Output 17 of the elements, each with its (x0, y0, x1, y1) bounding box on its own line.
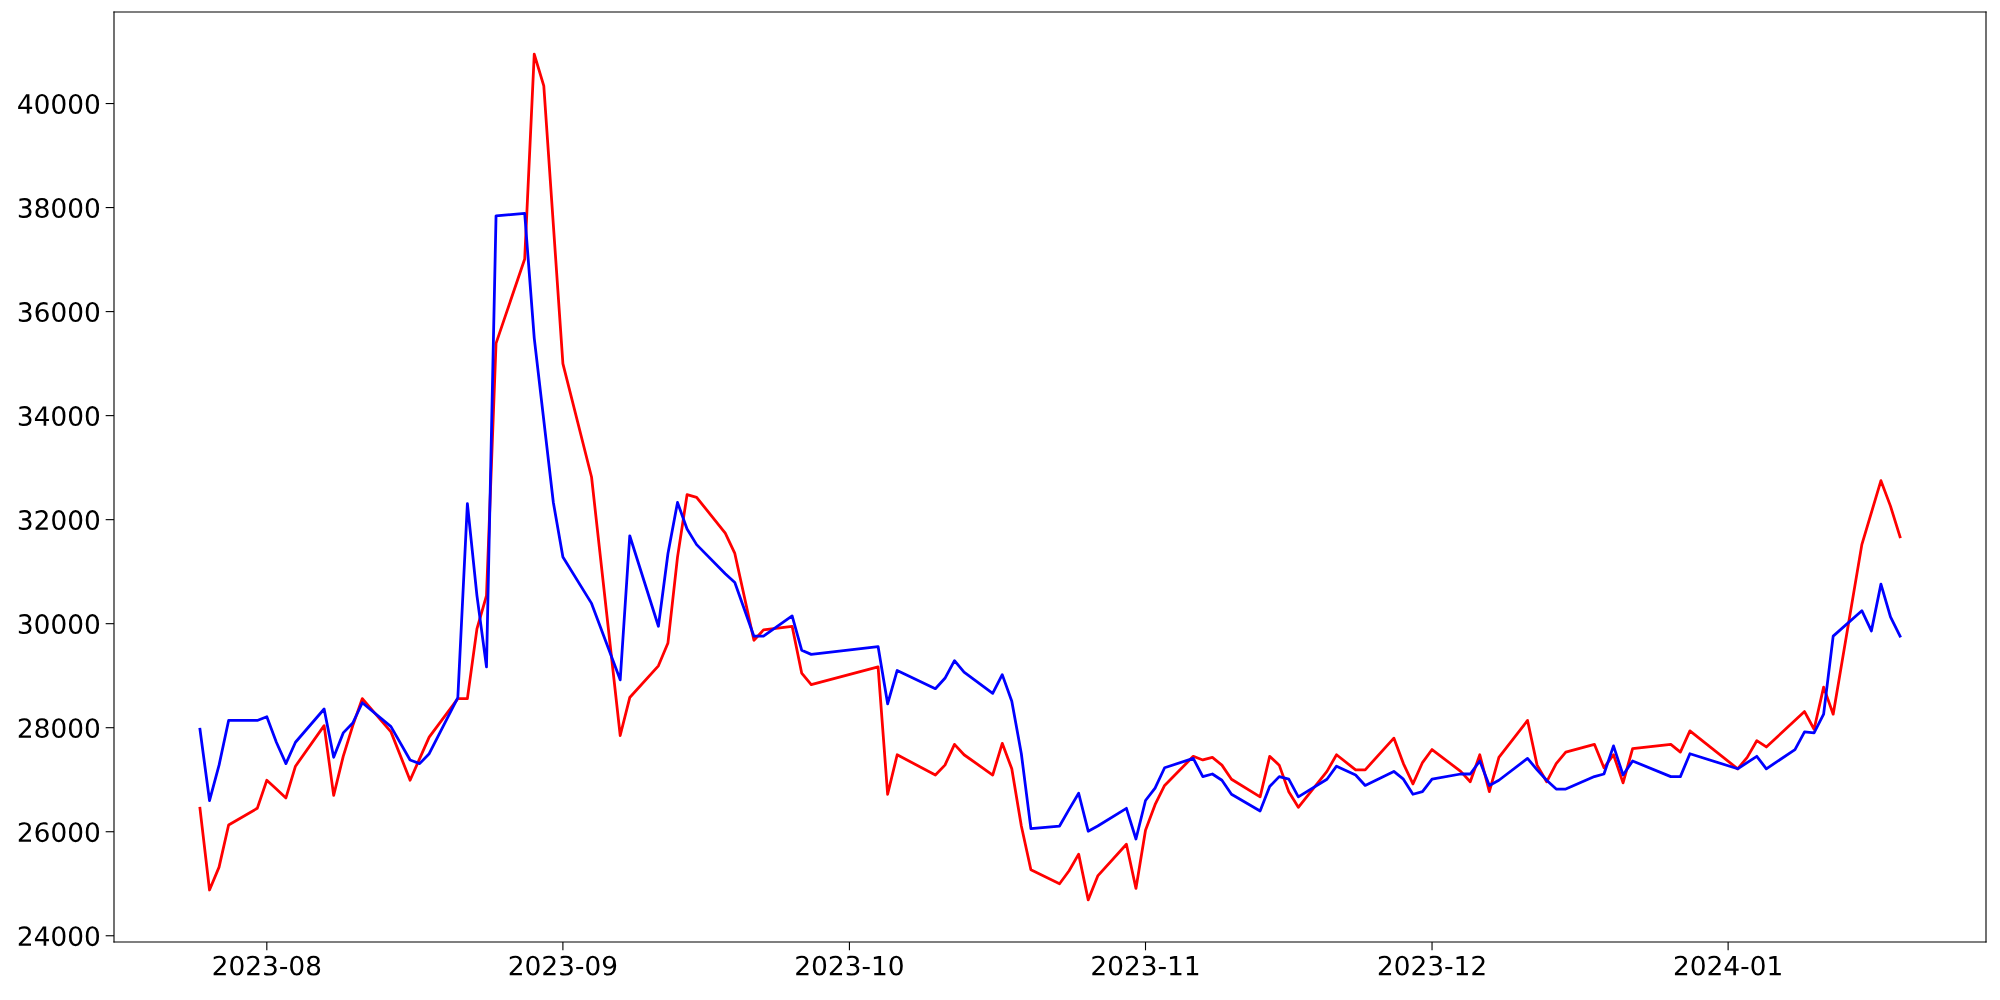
x-tick-label: 2023-12 (1378, 955, 1485, 976)
y-tick-label: 28000 (18, 718, 100, 739)
x-tick-label: 2023-10 (796, 955, 903, 976)
y-tick-label: 24000 (18, 926, 100, 947)
y-tick-label: 30000 (18, 614, 100, 635)
x-tick-label: 2024-01 (1674, 955, 1781, 976)
line-series (198, 52, 1902, 902)
y-tick-label: 26000 (18, 822, 100, 843)
y-tick-label: 34000 (18, 406, 100, 427)
y-tick-label: 32000 (18, 510, 100, 531)
x-tick-label: 2023-11 (1092, 955, 1199, 976)
y-tick-label: 36000 (18, 302, 100, 322)
line-series (198, 211, 1902, 841)
y-tick-label: 40000 (18, 93, 100, 114)
x-tick-label: 2023-08 (213, 955, 321, 976)
x-tick-label: 2023-09 (509, 955, 617, 976)
y-tick-label: 38000 (18, 198, 100, 218)
